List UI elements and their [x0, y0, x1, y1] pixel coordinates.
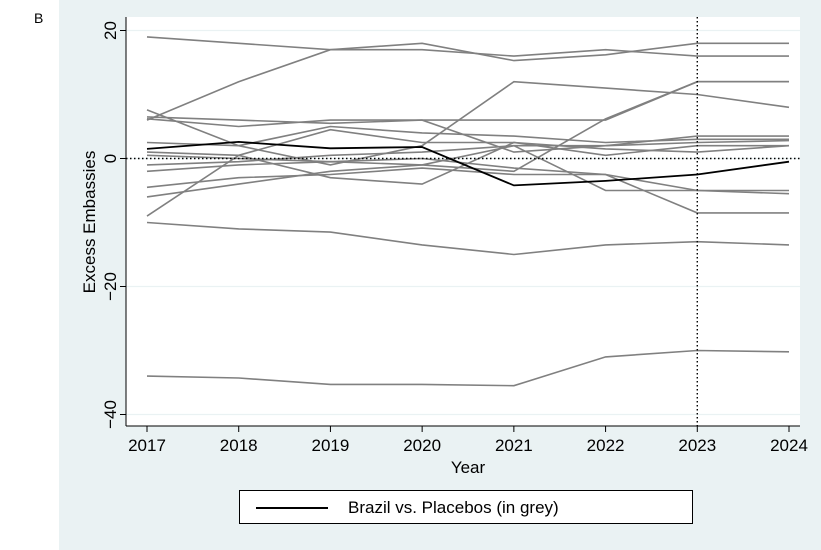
highlight-line-group	[146, 140, 790, 187]
x-tick-label-2018: 2018	[220, 436, 258, 455]
plot-area	[126, 17, 800, 426]
x-tick-label-2022: 2022	[587, 436, 625, 455]
placebo-line-2	[146, 42, 789, 121]
panel-label: B	[34, 10, 44, 26]
x-tick-label-2020: 2020	[403, 436, 441, 455]
legend-swatch-brazil	[256, 507, 328, 509]
x-tick-label-2021: 2021	[495, 436, 533, 455]
placebo-line-5	[146, 118, 789, 153]
y-tick-label-0: 20	[101, 21, 120, 40]
x-tick-label-2024: 2024	[770, 436, 808, 455]
placebo-line-7	[146, 128, 790, 157]
placebo-line-12	[146, 144, 790, 198]
x-axis-label: Year	[451, 458, 486, 477]
brazil-line	[146, 140, 790, 187]
x-tick-label-2017: 2017	[128, 436, 166, 455]
axes	[120, 17, 800, 432]
reference-lines	[126, 17, 800, 426]
x-tick-label-2023: 2023	[678, 436, 716, 455]
placebo-line-1	[146, 36, 789, 57]
placebo-line-11	[146, 167, 789, 214]
placebo-line-3	[146, 80, 790, 166]
x-tick-label-2019: 2019	[312, 436, 350, 455]
legend-label: Brazil vs. Placebos (in grey)	[348, 498, 559, 517]
placebo-line-15	[146, 349, 790, 387]
placebo-line-8	[146, 139, 790, 166]
tick-labels: 2017 2018 2019 2020 2021 2022 2023 2024 20 0 −20 −4…	[101, 21, 808, 455]
placebo-line-14	[146, 221, 790, 256]
y-tick-label-2: −20	[101, 272, 120, 301]
y-tick-label-3: −40	[101, 400, 120, 429]
legend: Brazil vs. Placebos (in grey)	[239, 490, 693, 524]
y-axis-label: Excess Embassies	[80, 151, 99, 294]
y-tick-label-1: 0	[101, 154, 120, 163]
placebo-line-13	[146, 141, 789, 217]
placebo-line-10	[146, 80, 789, 173]
